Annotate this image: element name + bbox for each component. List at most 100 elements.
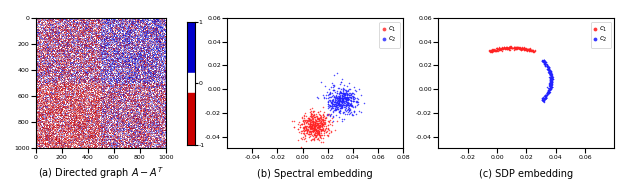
Point <box>53 142 63 144</box>
Point <box>139 113 149 116</box>
Point <box>81 61 91 64</box>
Point <box>52 50 63 53</box>
Point <box>158 68 168 70</box>
Point <box>117 30 127 33</box>
Point <box>137 115 147 118</box>
Point <box>42 20 52 23</box>
Point <box>156 97 166 100</box>
Point <box>113 40 124 43</box>
Point <box>140 70 150 72</box>
Point <box>94 19 104 22</box>
Point <box>85 67 95 70</box>
Point <box>147 28 157 31</box>
Point <box>89 83 99 85</box>
Point <box>61 51 72 54</box>
Point <box>37 77 47 80</box>
Point <box>36 140 47 143</box>
Point <box>47 83 58 86</box>
Point <box>104 118 114 121</box>
Point <box>106 83 116 86</box>
Point <box>51 110 61 113</box>
Point <box>113 121 124 124</box>
Point <box>51 35 61 38</box>
Point <box>120 90 131 93</box>
Point <box>113 111 123 114</box>
Point <box>88 126 98 129</box>
Point <box>32 69 42 72</box>
Point <box>57 61 67 64</box>
Point <box>58 40 68 43</box>
Point <box>83 73 93 75</box>
Point <box>152 125 162 128</box>
Point <box>140 40 150 43</box>
Point <box>90 123 100 126</box>
Point <box>152 144 163 147</box>
Point <box>90 62 100 65</box>
Point <box>60 68 70 71</box>
Point <box>106 114 116 117</box>
Point <box>147 79 157 82</box>
Point <box>111 38 121 41</box>
Point <box>118 118 128 121</box>
Point <box>38 71 48 74</box>
Point <box>136 104 147 107</box>
Point <box>100 28 111 30</box>
$c_2$ <box>543 86 553 89</box>
Point <box>138 40 148 43</box>
Point <box>100 33 110 36</box>
Point <box>43 54 53 57</box>
Point <box>109 68 120 71</box>
Point <box>60 115 70 117</box>
Point <box>91 77 101 80</box>
Point <box>70 95 80 98</box>
Point <box>49 143 60 146</box>
Point <box>132 51 143 54</box>
Point <box>147 60 157 63</box>
Point <box>161 31 171 34</box>
Point <box>75 106 85 109</box>
Point <box>66 125 76 128</box>
Point <box>88 26 98 29</box>
Point <box>95 49 105 52</box>
Point <box>86 48 97 51</box>
Point <box>42 99 52 102</box>
Point <box>107 91 117 94</box>
Point <box>89 129 99 132</box>
Point <box>93 130 104 133</box>
Point <box>127 24 137 27</box>
Point <box>105 69 115 72</box>
Point <box>129 68 140 71</box>
Point <box>125 111 135 114</box>
Point <box>157 18 167 21</box>
Point <box>152 52 163 55</box>
Point <box>45 91 55 94</box>
Point <box>142 41 152 43</box>
Point <box>99 29 109 32</box>
Point <box>158 58 168 60</box>
$c_2$ <box>545 88 555 90</box>
Point <box>136 52 146 55</box>
Point <box>54 66 65 69</box>
Point <box>157 39 168 42</box>
Point <box>145 141 156 144</box>
Point <box>100 28 111 30</box>
Point <box>75 121 85 124</box>
Point <box>107 123 117 126</box>
Point <box>145 90 155 93</box>
$c_2$ <box>333 111 344 114</box>
Point <box>84 49 95 51</box>
Point <box>40 53 51 56</box>
Point <box>108 86 118 89</box>
Point <box>41 24 51 27</box>
Point <box>154 24 164 27</box>
Point <box>132 75 142 77</box>
Point <box>127 34 137 37</box>
Point <box>54 75 65 78</box>
$c_2$ <box>545 84 556 87</box>
Point <box>33 32 43 35</box>
Point <box>54 69 65 72</box>
$c_2$ <box>545 70 555 73</box>
Point <box>95 23 105 26</box>
Point <box>38 54 48 56</box>
Point <box>92 112 102 115</box>
